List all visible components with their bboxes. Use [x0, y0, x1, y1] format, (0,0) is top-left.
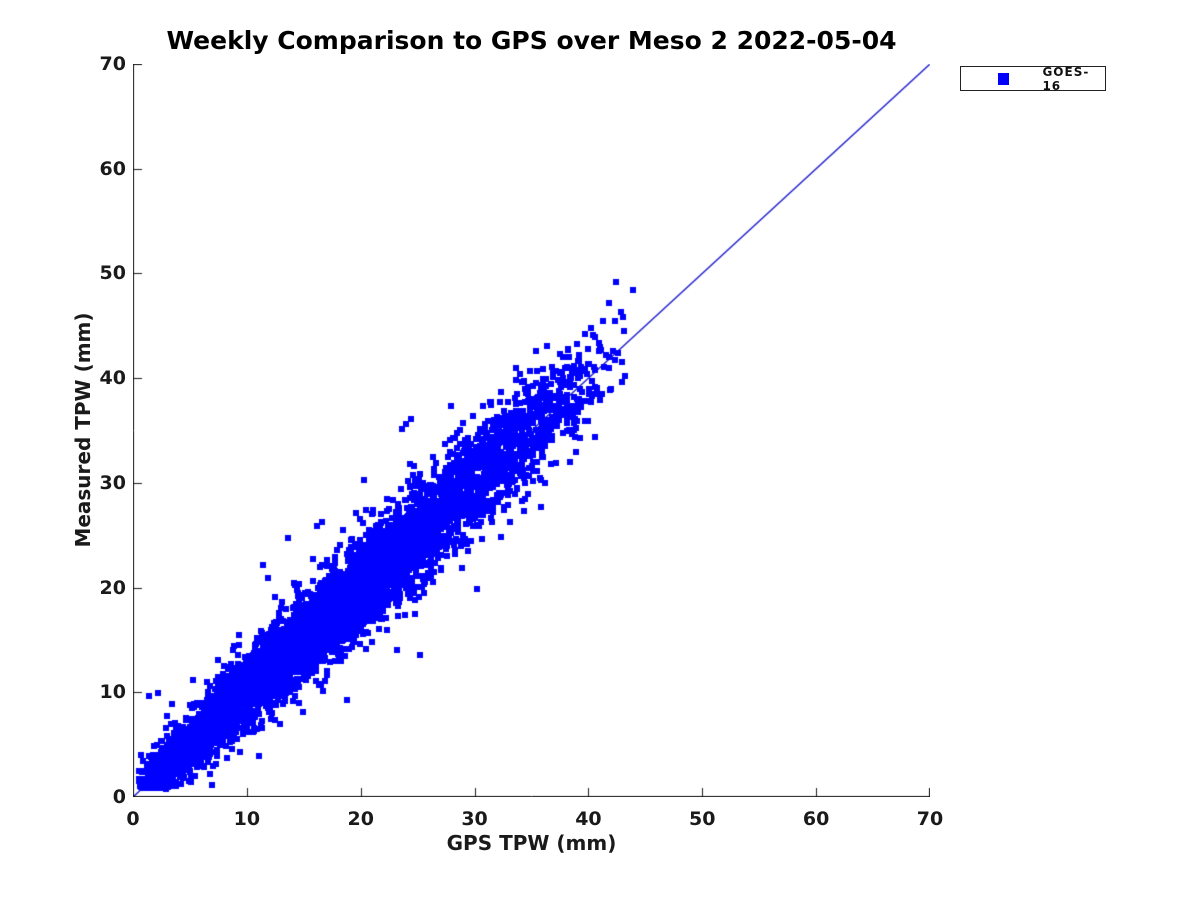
y-tick-label: 70 — [99, 53, 126, 75]
x-tick-label: 70 — [916, 808, 944, 830]
x-tick-label: 10 — [233, 808, 261, 830]
x-tick-label: 40 — [575, 808, 602, 830]
chart-title: Weekly Comparison to GPS over Meso 2 202… — [166, 26, 897, 55]
y-tick-label: 20 — [99, 576, 126, 599]
y-tick-label: 30 — [99, 471, 126, 494]
plot-canvas — [133, 64, 930, 797]
legend-label: GOES-16 — [1042, 64, 1090, 93]
x-tick-label: 20 — [347, 808, 374, 830]
y-axis-label: Measured TPW (mm) — [71, 312, 95, 548]
y-tick-label: 60 — [99, 157, 126, 180]
x-tick-label: 30 — [461, 808, 488, 830]
x-tick-label: 60 — [802, 808, 830, 830]
legend: GOES-16 — [960, 64, 1106, 93]
y-tick-label: 0 — [112, 786, 126, 808]
y-tick-label: 50 — [99, 262, 126, 285]
x-tick-label: 0 — [126, 808, 140, 830]
y-tick-label: 40 — [99, 367, 126, 390]
y-tick-label: 10 — [99, 681, 126, 704]
x-axis-label: GPS TPW (mm) — [446, 831, 617, 855]
x-tick-label: 50 — [689, 808, 716, 830]
legend-marker-icon — [998, 72, 1010, 85]
